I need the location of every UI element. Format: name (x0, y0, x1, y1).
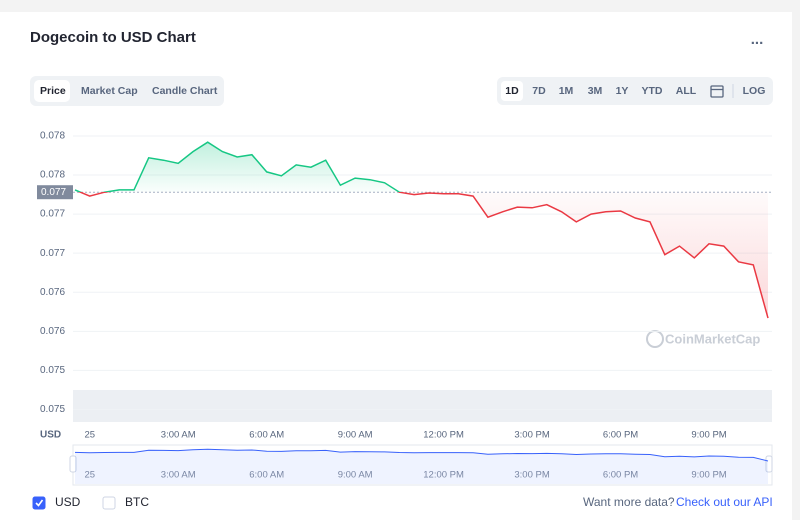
navigator-line (74, 448, 769, 462)
y-tick-label: 0.077 (40, 209, 65, 220)
y-tick-label: 0.078 (40, 170, 65, 181)
x-tick-label: 3:00 PM (514, 430, 549, 441)
x-tick-label: 3:00 AM (161, 430, 196, 441)
checkmark (35, 499, 44, 507)
title: Dogecoin to USD Chart (30, 29, 196, 46)
footer-prompt: Want more data? (583, 495, 675, 509)
y-tick-label: 0.078 (40, 131, 65, 142)
checkbox-label[interactable]: BTC (125, 495, 149, 509)
navigator-label: 9:00 PM (691, 470, 726, 481)
x-tick-label: 12:00 PM (423, 430, 464, 441)
range-button[interactable]: LOG (743, 85, 766, 97)
navigator-label: 6:00 AM (249, 470, 284, 481)
x-tick-label: 25 (84, 430, 95, 441)
price-label: 0.077 (41, 187, 66, 198)
range-button[interactable]: YTD (642, 85, 663, 97)
x-tick-label: 9:00 AM (338, 430, 373, 441)
range-button[interactable]: 1Y (616, 85, 629, 97)
navigator-label: 6:00 PM (603, 470, 638, 481)
y-tick-label: 0.075 (40, 365, 65, 376)
y-tick-label: 0.076 (40, 287, 65, 298)
checkbox-label[interactable]: USD (55, 495, 81, 509)
y-axis-unit: USD (40, 430, 61, 441)
tab[interactable]: Price (40, 85, 66, 97)
watermark: CoinMarketCap (665, 331, 760, 346)
navigator-label: 9:00 AM (338, 470, 373, 481)
navigator-handle[interactable] (69, 455, 77, 473)
calendar-icon[interactable] (710, 85, 724, 98)
tab[interactable]: Market Cap (81, 85, 138, 97)
api-link[interactable]: Check out our API (676, 495, 773, 509)
navigator-label: 3:00 AM (161, 470, 196, 481)
volume-band (73, 390, 772, 422)
range-active (501, 81, 523, 101)
area (75, 142, 768, 319)
tab[interactable]: Candle Chart (152, 85, 218, 97)
navigator-area (75, 449, 768, 484)
range-button[interactable]: 3M (588, 85, 603, 97)
checkbox[interactable] (102, 496, 116, 510)
menu[interactable]: ... (751, 31, 764, 48)
checkbox[interactable] (32, 496, 46, 510)
range-button[interactable]: 1M (559, 85, 574, 97)
tab-group (30, 76, 224, 106)
range-button[interactable]: 1D (505, 85, 519, 97)
navigator-handle[interactable] (765, 455, 773, 473)
price-label-bg (37, 185, 73, 200)
x-tick-label: 9:00 PM (691, 430, 726, 441)
price-line (74, 141, 769, 319)
y-tick-label: 0.076 (40, 326, 65, 337)
y-tick-label: 0.077 (40, 248, 65, 259)
x-tick-label: 6:00 PM (603, 430, 638, 441)
tab-active (34, 80, 70, 102)
range-button[interactable]: ALL (676, 85, 697, 97)
navigator-label: 3:00 PM (514, 470, 549, 481)
navigator-label: 12:00 PM (423, 470, 464, 481)
y-tick-label: 0.075 (40, 404, 65, 415)
x-tick-label: 6:00 AM (249, 430, 284, 441)
range-button[interactable]: 7D (532, 85, 546, 97)
navigator-label: 25 (84, 470, 95, 481)
range-group (497, 77, 773, 105)
